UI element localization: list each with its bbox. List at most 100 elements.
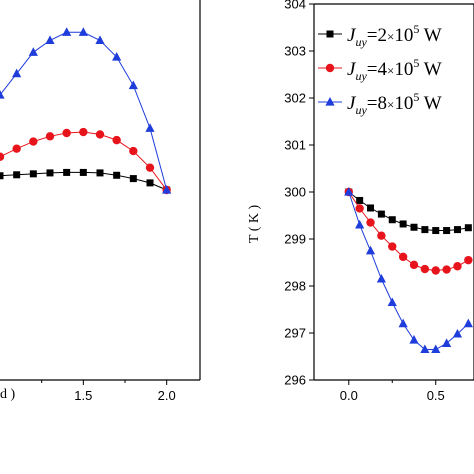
left-data-point (113, 171, 121, 179)
right-data-point (443, 227, 451, 235)
right-data-point (463, 318, 473, 328)
left-data-point (12, 144, 21, 153)
left-data-point (0, 90, 5, 99)
right-data-point (398, 252, 408, 262)
right-data-point (366, 218, 375, 227)
left-series-triangle (0, 27, 172, 194)
right-data-point (420, 264, 430, 274)
right-y-tick-label: 302 (284, 91, 306, 106)
left-data-point (79, 168, 87, 176)
legend-item: Juy=4×105 W (318, 56, 442, 83)
right-data-point (355, 219, 365, 229)
right-series-line (348, 191, 469, 272)
right-data-point (421, 226, 429, 234)
left-data-point (45, 132, 55, 141)
right-data-point (452, 328, 463, 338)
left-panel: 1.5 2.0 d ) (0, 0, 201, 403)
right-x-tick-label: 0.0 (340, 388, 358, 403)
left-data-point (13, 171, 21, 179)
left-data-point (0, 152, 5, 161)
right-data-point (398, 318, 408, 328)
right-data-point (377, 231, 386, 240)
right-y-tick-label: 304 (284, 0, 306, 12)
right-data-point (442, 338, 452, 347)
left-series-circle (0, 127, 171, 195)
left-data-point (0, 172, 4, 180)
right-y-axis-label: T ( K ) (247, 205, 262, 244)
left-data-point (112, 52, 122, 61)
right-data-point (453, 226, 461, 234)
legend-item: Juy=8×105 W (318, 90, 442, 117)
right-data-point (431, 344, 441, 354)
right-series-line (348, 191, 469, 231)
right-data-point (464, 255, 473, 265)
left-x-tick-label: 2.0 (158, 388, 176, 403)
left-data-point (12, 68, 22, 78)
right-series-triangle (344, 187, 473, 354)
right-series-square (345, 188, 472, 235)
right-data-point (431, 266, 440, 275)
right-data-point (464, 224, 472, 232)
right-data-point (376, 273, 386, 283)
right-data-point (409, 335, 419, 344)
left-data-point (112, 135, 121, 145)
right-data-point (344, 187, 354, 196)
legend-marker (325, 63, 335, 73)
legend-label: Juy=8×105 W (347, 90, 442, 117)
left-data-point (96, 169, 104, 177)
left-data-point (95, 130, 105, 139)
right-series-circle (344, 187, 473, 275)
left-data-point (63, 168, 71, 176)
left-data-point (129, 146, 138, 156)
left-data-point (129, 175, 137, 183)
left-data-point (29, 170, 37, 178)
legend-label: Juy=4×105 W (347, 56, 442, 83)
right-data-point (388, 216, 396, 224)
right-data-point (388, 242, 397, 251)
legend-marker (325, 97, 335, 106)
left-data-point (28, 47, 38, 56)
left-x-tick-label: 1.5 (74, 388, 92, 403)
legend: Juy=2×105 W Juy=4×105 W Juy=8×105 W (318, 22, 442, 117)
right-data-point (432, 227, 440, 235)
right-series-layer (344, 187, 473, 354)
left-series-line (0, 131, 168, 191)
left-x-axis-label: d ) (0, 387, 16, 402)
right-y-tick-label: 298 (284, 279, 306, 294)
right-data-point (387, 297, 397, 307)
right-y-tick-label: 301 (284, 138, 306, 153)
left-data-point (145, 123, 155, 132)
left-data-point (29, 137, 38, 146)
right-data-point (453, 262, 462, 271)
right-y-tick-label: 299 (284, 232, 306, 247)
right-data-point (367, 204, 375, 212)
left-data-point (79, 127, 88, 137)
right-data-point (410, 223, 418, 231)
right-axes: 0.0 0.5 296 297 298 299 300 301 302 303 304 (284, 0, 474, 403)
left-data-point (145, 163, 155, 172)
right-x-tick-label: 0.5 (427, 388, 445, 403)
right-y-tick-label: 296 (284, 373, 306, 388)
left-data-point (162, 185, 172, 194)
left-series-layer (0, 27, 172, 195)
left-data-point (46, 169, 54, 177)
right-data-point (355, 204, 364, 213)
left-data-point (62, 128, 71, 138)
left-axes: 1.5 2.0 (0, 0, 201, 403)
right-panel: 0.0 0.5 296 297 298 299 300 301 302 303 304 T ( K … (247, 0, 474, 403)
right-data-point (356, 196, 364, 204)
left-series-square (0, 168, 171, 194)
left-data-point (128, 80, 138, 90)
left-data-point (95, 35, 105, 44)
left-series-line (0, 31, 168, 191)
right-data-point (409, 260, 419, 270)
right-y-tick-label: 303 (284, 44, 306, 59)
legend-marker (326, 30, 334, 38)
left-data-point (62, 27, 72, 36)
legend-label: Juy=2×105 W (347, 22, 442, 49)
right-y-tick-label: 297 (284, 326, 306, 341)
left-data-point (78, 27, 88, 36)
right-data-point (420, 344, 430, 354)
right-data-point (377, 210, 385, 218)
